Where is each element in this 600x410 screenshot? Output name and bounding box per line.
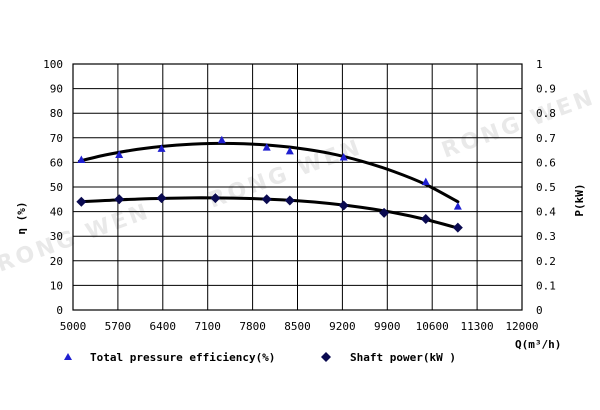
y-right-tick-label: 0.2 [536,255,556,268]
y-left-tick-label: 40 [50,206,63,219]
shaft-power-diamond-marker [338,200,349,211]
y-right-tick-label: 0.9 [536,83,556,96]
x-tick-label: 5000 [60,320,87,333]
x-tick-label: 12000 [505,320,538,333]
shaft-power-diamond-marker [210,193,221,204]
shaft-power-diamond-marker [76,196,87,207]
data-markers [76,135,463,233]
shaft-power-diamond-marker [261,194,272,205]
x-tick-label: 9900 [374,320,401,333]
y-right-axis-title: P(kW) [573,183,586,216]
fit-curve-efficiency [77,141,460,204]
plot-border [72,63,523,311]
x-tick-label: 6400 [150,320,177,333]
y-right-tick-label: 0.1 [536,279,556,292]
x-axis-title: Q(m³/h) [515,338,561,351]
x-tick-label: 8500 [284,320,311,333]
y-right-tick-label: 0.7 [536,132,556,145]
shaft-power-diamond-marker [156,193,167,204]
y-left-tick-label: 20 [50,255,63,268]
efficiency-triangle-marker [115,150,124,159]
efficiency-triangle-marker [77,155,86,163]
y-right-tick-label: 0.8 [536,107,556,120]
watermark-layer: RONG WEN RONG WEN RONG WEN [0,85,599,278]
y-left-tick-label: 50 [50,181,63,194]
grid-lines [72,63,523,311]
efficiency-triangle-marker [421,177,430,186]
watermark-text: RONG WEN [439,85,599,164]
shaft-power-diamond-marker [284,195,295,206]
legend-label-shaft-power: Shaft power(kW ) [350,351,456,364]
y-left-tick-label: 0 [56,304,63,317]
y-left-tick-label: 10 [50,279,63,292]
y-left-axis-title: η (%) [15,201,28,234]
y-right-tick-label: 0 [536,304,543,317]
x-tick-label: 10600 [416,320,449,333]
shaft-power-diamond-marker [420,213,431,224]
tick-labels: 5000 5700 6400 7100 7800 8500 9200 9900 10600 113… [43,58,556,333]
x-tick-label: 11300 [461,320,494,333]
legend-triangle-marker [64,353,72,360]
efficiency-triangle-marker [285,146,294,155]
y-left-tick-label: 60 [50,156,63,169]
efficiency-triangle-marker [453,202,462,210]
y-left-tick-label: 100 [43,58,63,71]
legend-label-efficiency: Total pressure efficiency(%) [90,351,275,364]
y-right-tick-label: 0.4 [536,206,556,219]
y-left-tick-label: 30 [50,230,63,243]
axes [72,63,523,311]
y-right-tick-label: 1 [536,58,543,71]
y-right-tick-label: 0.3 [536,230,556,243]
efficiency-triangle-marker [157,144,166,152]
efficiency-triangle-marker [262,143,271,151]
shaft-power-diamond-marker [114,194,125,205]
shaft-power-diamond-marker [452,222,463,233]
y-left-tick-label: 70 [50,132,63,145]
y-left-tick-label: 80 [50,107,63,120]
legend: Total pressure efficiency(%) Shaft power… [64,351,456,364]
x-tick-label: 5700 [105,320,132,333]
efficiency-triangle-marker [217,135,226,144]
y-right-tick-label: 0.6 [536,156,556,169]
x-tick-label: 7800 [239,320,266,333]
efficiency-triangle-marker [339,152,348,161]
legend-diamond-marker [321,352,331,362]
y-right-tick-label: 0.5 [536,181,556,194]
x-tick-label: 9200 [329,320,356,333]
x-tick-label: 7100 [194,320,221,333]
y-left-tick-label: 90 [50,83,63,96]
shaft-power-diamond-marker [379,207,390,218]
